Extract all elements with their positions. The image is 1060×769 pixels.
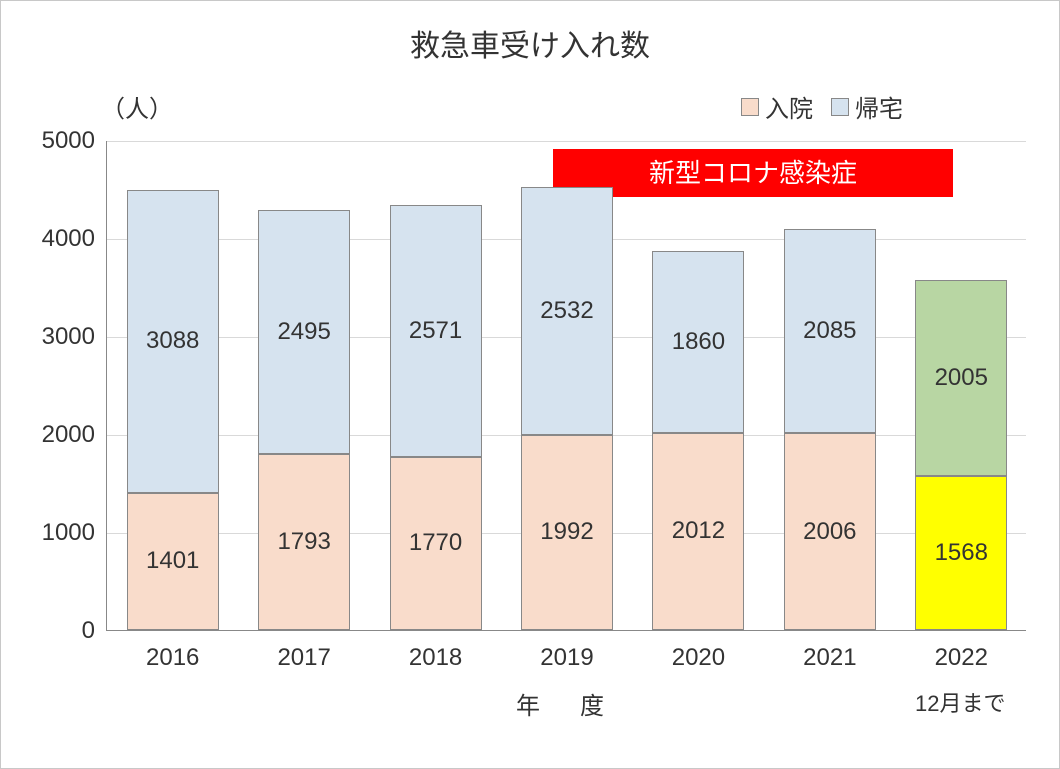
x-tick-label: 2017: [277, 630, 330, 672]
legend-item-admitted: 入院: [741, 89, 813, 124]
bar-group: 1401 3088: [127, 190, 219, 630]
bar-group: 1793 2495: [258, 210, 350, 630]
y-tick-label: 2000: [42, 421, 107, 449]
legend: 入院 帰宅: [741, 89, 903, 124]
bar-value-label: 1568: [915, 539, 1007, 567]
bar-value-label: 2495: [258, 318, 350, 346]
bar-group: 1770 2571: [390, 205, 482, 630]
x-tick-label: 2020: [672, 630, 725, 672]
legend-label-home: 帰宅: [855, 89, 903, 124]
bar-group: 2012 1860: [652, 251, 744, 630]
x-axis-title: 年 度: [516, 686, 612, 721]
bar-group: 1992 2532: [521, 187, 613, 630]
chart-title: 救急車受け入れ数: [1, 21, 1059, 65]
y-axis-unit-label: （人）: [101, 89, 173, 124]
legend-swatch-admitted: [741, 98, 759, 116]
bar-value-label: 2571: [390, 317, 482, 345]
y-tick-label: 3000: [42, 323, 107, 351]
bar-value-label: 1992: [521, 518, 613, 546]
x-tick-label: 2022: [935, 630, 988, 672]
bar-value-label: 1770: [390, 529, 482, 557]
x-tick-label: 2016: [146, 630, 199, 672]
bar-value-label: 2012: [652, 517, 744, 545]
x-tick-label: 2021: [803, 630, 856, 672]
chart-container: 救急車受け入れ数 （人） 入院 帰宅 新型コロナ感染症 010002000300…: [0, 0, 1060, 769]
bar-value-label: 3088: [127, 327, 219, 355]
legend-swatch-home: [831, 98, 849, 116]
x-sub-label: 12月まで: [915, 686, 1005, 718]
bar-value-label: 2005: [915, 364, 1007, 392]
y-tick-label: 4000: [42, 225, 107, 253]
bar-value-label: 2532: [521, 297, 613, 325]
gridline: [107, 141, 1026, 142]
bar-value-label: 1860: [652, 328, 744, 356]
plot-area: 0100020003000400050001401308820161793249…: [106, 141, 1026, 631]
bar-group: 2006 2085: [784, 229, 876, 630]
bar-value-label: 1401: [127, 547, 219, 575]
x-tick-label: 2018: [409, 630, 462, 672]
y-tick-label: 1000: [42, 519, 107, 547]
x-tick-label: 2019: [540, 630, 593, 672]
bar-value-label: 2006: [784, 518, 876, 546]
bar-group: 1568 2005: [915, 280, 1007, 630]
legend-label-admitted: 入院: [765, 89, 813, 124]
bar-value-label: 2085: [784, 317, 876, 345]
bar-value-label: 1793: [258, 528, 350, 556]
y-tick-label: 5000: [42, 127, 107, 155]
legend-item-home: 帰宅: [831, 89, 903, 124]
y-tick-label: 0: [82, 617, 107, 645]
